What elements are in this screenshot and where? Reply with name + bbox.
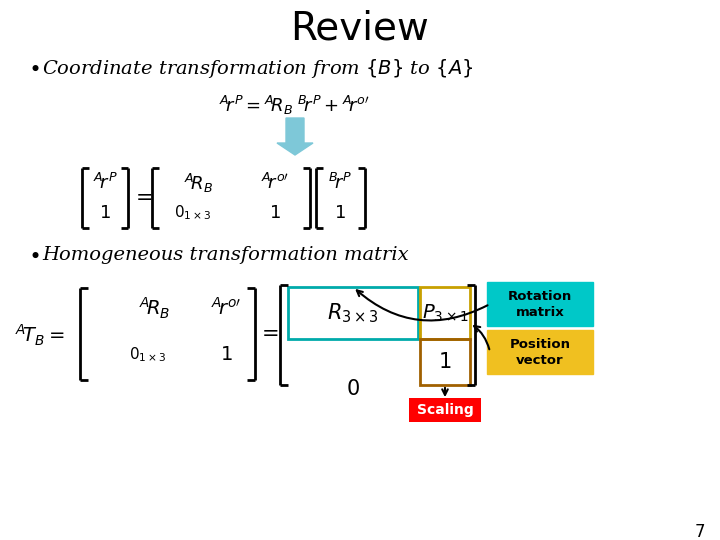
Text: $^{A}\!T_{B}=$: $^{A}\!T_{B}=$ [15, 322, 65, 348]
Text: $1$: $1$ [269, 204, 281, 222]
Text: $1$: $1$ [220, 346, 233, 364]
Text: Scaling: Scaling [417, 403, 473, 417]
Text: $^{A}\!r^{o\prime}$: $^{A}\!r^{o\prime}$ [211, 297, 241, 319]
Text: $R_{3\times3}$: $R_{3\times3}$ [327, 301, 379, 325]
Text: $0_{1\times3}$: $0_{1\times3}$ [174, 204, 212, 222]
Text: $1$: $1$ [334, 204, 346, 222]
Text: $=$: $=$ [257, 323, 279, 342]
Text: $\bullet$: $\bullet$ [28, 245, 40, 265]
Text: $^{B}\!r^{P}$: $^{B}\!r^{P}$ [328, 173, 352, 193]
Text: Rotation
matrix: Rotation matrix [508, 289, 572, 319]
Text: $0$: $0$ [346, 379, 360, 399]
Text: $P_{3\times1}$: $P_{3\times1}$ [422, 302, 468, 323]
Text: $1$: $1$ [438, 352, 451, 372]
Text: $^{A}\!r^{P}$: $^{A}\!r^{P}$ [93, 173, 117, 193]
Text: $^{A}\!R_{B}$: $^{A}\!R_{B}$ [139, 295, 171, 321]
FancyBboxPatch shape [487, 282, 593, 326]
Text: 7: 7 [695, 523, 705, 540]
Text: $^{A}\!r^{P} = {}^{A}\!R_{B}\;{}^{B}\!r^{P} + {}^{A}\!r^{o\prime}$: $^{A}\!r^{P} = {}^{A}\!R_{B}\;{}^{B}\!r^… [220, 93, 371, 117]
Text: Coordinate transformation from $\{B\}$ to $\{A\}$: Coordinate transformation from $\{B\}$ t… [42, 57, 473, 79]
Text: $^{A}\!R_{B}$: $^{A}\!R_{B}$ [184, 172, 214, 194]
Text: $1$: $1$ [99, 204, 111, 222]
FancyBboxPatch shape [409, 398, 481, 422]
Polygon shape [277, 118, 313, 155]
Text: $^{A}\!r^{o\prime}$: $^{A}\!r^{o\prime}$ [261, 173, 289, 193]
Text: $0_{1\times3}$: $0_{1\times3}$ [129, 346, 167, 365]
Text: Homogeneous transformation matrix: Homogeneous transformation matrix [42, 246, 409, 264]
Text: Position
vector: Position vector [510, 338, 570, 367]
FancyBboxPatch shape [487, 330, 593, 374]
Text: $\bullet$: $\bullet$ [28, 58, 40, 78]
Text: $=$: $=$ [131, 187, 153, 206]
Text: Review: Review [291, 9, 429, 47]
